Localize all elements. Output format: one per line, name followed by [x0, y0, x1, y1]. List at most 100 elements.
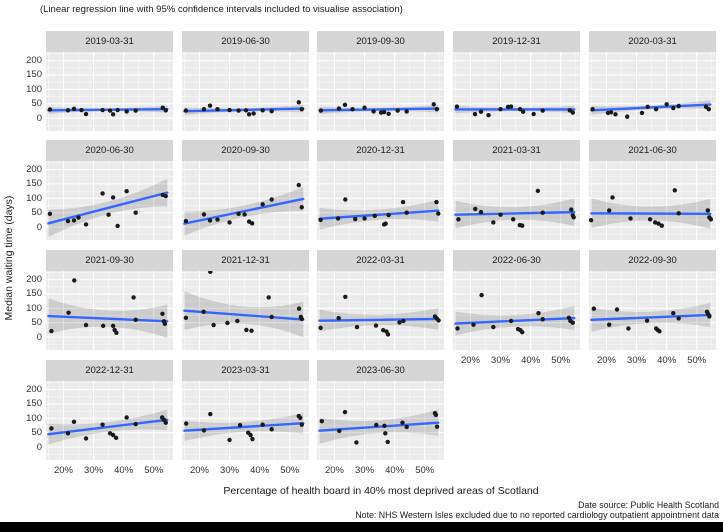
data-point	[434, 424, 440, 429]
data-point	[269, 108, 274, 114]
facet-panel	[453, 52, 580, 131]
data-point	[508, 318, 514, 324]
data-point	[540, 210, 545, 215]
data-point	[657, 329, 662, 334]
facet-strip-label: 2023-06-30	[356, 365, 405, 376]
data-point	[335, 216, 341, 221]
bottom-black-bar	[0, 522, 723, 532]
y-tick-label: 100	[26, 412, 42, 424]
data-point	[374, 422, 379, 428]
facet-panel	[589, 52, 716, 131]
x-tick-label: 30%	[84, 465, 104, 476]
facet-panel	[46, 271, 173, 350]
data-point	[372, 213, 377, 219]
facet-strip: 2020-03-31	[589, 31, 716, 52]
data-point	[110, 112, 116, 117]
y-tick-label: 50	[31, 207, 42, 219]
data-point	[381, 109, 387, 115]
data-point	[373, 323, 379, 328]
data-point	[227, 107, 232, 113]
data-point	[243, 108, 249, 113]
data-point	[227, 220, 232, 225]
y-tick-label: 100	[26, 302, 42, 314]
data-point	[201, 309, 206, 314]
data-point	[653, 106, 659, 112]
data-point	[397, 320, 402, 325]
data-point	[381, 327, 386, 333]
data-point	[115, 107, 120, 113]
facet-strip: 2019-12-31	[453, 31, 580, 52]
facet-strip-label: 2019-09-30	[356, 36, 405, 47]
regression-line	[590, 313, 712, 322]
facet-panel	[317, 381, 444, 460]
regression-line	[318, 317, 440, 322]
data-point	[251, 111, 256, 116]
data-point	[656, 221, 661, 226]
data-point	[478, 109, 484, 114]
data-point	[299, 316, 304, 322]
y-tick-label: 0	[36, 441, 42, 453]
data-point	[676, 316, 681, 321]
facet-strip: 2019-03-31	[46, 31, 173, 52]
data-point	[299, 106, 304, 112]
facet-strip: 2021-06-30	[589, 140, 716, 161]
data-point	[163, 420, 168, 425]
data-point	[610, 195, 615, 200]
y-tick-label: 200	[26, 274, 42, 286]
y-tick-label: 150	[26, 288, 42, 300]
data-point	[107, 108, 113, 113]
data-point	[115, 223, 120, 229]
data-point	[625, 114, 630, 119]
x-tick-label: 30%	[220, 465, 240, 476]
facet-2019-09-30: 2019-09-30	[317, 31, 444, 131]
y-tick-label: 0	[36, 221, 42, 233]
data-point	[236, 211, 241, 217]
data-point	[71, 218, 77, 223]
data-point	[124, 188, 129, 194]
facet-strip: 2021-03-31	[453, 140, 580, 161]
data-point	[110, 323, 116, 329]
data-point	[591, 306, 597, 311]
data-point	[184, 421, 189, 426]
data-point	[436, 318, 441, 323]
data-point	[246, 112, 252, 117]
y-tick-label: 50	[31, 317, 42, 329]
facet-strip-label: 2020-06-30	[85, 145, 134, 156]
facet-2021-03-31: 2021-03-31	[453, 140, 580, 240]
data-point	[336, 315, 341, 321]
data-point	[47, 211, 53, 217]
data-point	[342, 409, 348, 415]
data-point	[570, 320, 575, 325]
data-point	[319, 419, 325, 424]
x-tick-label: 30%	[491, 355, 511, 366]
data-point	[260, 108, 265, 113]
facet-2020-03-31: 2020-03-31	[589, 31, 716, 131]
data-point	[456, 217, 461, 222]
x-tick-label: 50%	[280, 465, 300, 476]
data-point	[106, 212, 111, 217]
data-point	[434, 199, 439, 205]
facet-panel	[46, 52, 173, 131]
facet-strip: 2019-09-30	[317, 31, 444, 52]
x-tick-label: 30%	[627, 355, 647, 366]
x-axis-title: Percentage of health board in 40% most d…	[223, 485, 539, 497]
data-point	[520, 109, 526, 114]
facet-2022-09-30: 2022-09-30	[589, 250, 716, 350]
data-point	[517, 106, 523, 112]
data-point	[133, 210, 138, 215]
regression-line	[47, 191, 169, 225]
data-point	[520, 223, 525, 228]
y-tick-label: 150	[26, 69, 42, 81]
data-point	[672, 188, 677, 193]
data-point	[201, 212, 207, 217]
data-point	[614, 307, 620, 312]
y-tick-label: 100	[26, 83, 42, 95]
data-point	[608, 110, 614, 115]
data-point	[110, 432, 116, 438]
data-point	[242, 212, 247, 217]
data-point	[201, 106, 207, 112]
facet-strip-label: 2019-06-30	[221, 36, 270, 47]
data-point	[235, 318, 240, 324]
data-point	[124, 415, 129, 420]
